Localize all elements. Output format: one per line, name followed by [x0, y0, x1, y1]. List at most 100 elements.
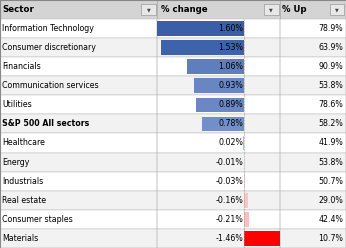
Bar [0, 95, 157, 114]
Bar [157, 19, 280, 38]
Text: Information Technology: Information Technology [2, 24, 94, 33]
Text: Sector: Sector [3, 5, 35, 14]
Bar [0, 76, 346, 95]
Bar [0, 95, 346, 114]
Bar [0, 191, 157, 210]
Bar [186, 59, 244, 74]
Text: 63.9%: 63.9% [318, 43, 343, 52]
Text: 0.78%: 0.78% [218, 119, 243, 128]
Bar [0, 0, 157, 19]
Bar [280, 0, 346, 19]
Text: 1.60%: 1.60% [218, 24, 243, 33]
Bar [157, 95, 280, 114]
Text: Healthcare: Healthcare [2, 138, 45, 148]
Bar [280, 95, 346, 114]
Text: -0.16%: -0.16% [215, 196, 243, 205]
Bar [157, 191, 280, 210]
Text: 0.02%: 0.02% [218, 138, 243, 148]
Text: 0.93%: 0.93% [218, 81, 243, 90]
Bar [280, 57, 346, 76]
Text: Consumer staples: Consumer staples [2, 215, 73, 224]
Bar [280, 172, 346, 191]
Text: Real estate: Real estate [2, 196, 46, 205]
Text: Energy: Energy [2, 157, 29, 167]
Bar [0, 114, 157, 133]
Bar [244, 193, 248, 208]
Bar [280, 191, 346, 210]
Bar [157, 172, 280, 191]
Bar [157, 0, 280, 19]
Bar [0, 153, 346, 172]
Text: 58.2%: 58.2% [318, 119, 343, 128]
Text: 0.89%: 0.89% [218, 100, 243, 109]
Text: ▼: ▼ [147, 7, 151, 12]
Text: Materials: Materials [2, 234, 38, 243]
Bar [280, 38, 346, 57]
Bar [157, 229, 280, 248]
Bar [0, 229, 346, 248]
Bar [0, 114, 346, 133]
Text: -0.01%: -0.01% [215, 157, 243, 167]
FancyBboxPatch shape [330, 4, 344, 15]
Bar [244, 174, 245, 188]
Text: 10.7%: 10.7% [318, 234, 343, 243]
Bar [157, 57, 280, 76]
Bar [202, 117, 244, 131]
Text: 78.9%: 78.9% [319, 24, 343, 33]
Text: 1.06%: 1.06% [218, 62, 243, 71]
Bar [243, 136, 244, 150]
Text: Industrials: Industrials [2, 177, 43, 186]
Bar [244, 231, 280, 246]
FancyBboxPatch shape [141, 4, 156, 15]
Bar [157, 153, 280, 172]
Bar [0, 76, 157, 95]
Text: -0.21%: -0.21% [215, 215, 243, 224]
FancyBboxPatch shape [264, 4, 279, 15]
Bar [0, 38, 157, 57]
Bar [0, 210, 346, 229]
Bar [0, 191, 346, 210]
Text: Communication services: Communication services [2, 81, 99, 90]
Bar [196, 97, 244, 112]
Bar [0, 57, 346, 76]
Text: % change: % change [161, 5, 208, 14]
Text: 50.7%: 50.7% [318, 177, 343, 186]
Bar [280, 210, 346, 229]
Bar [280, 133, 346, 153]
Bar [280, 76, 346, 95]
Bar [244, 212, 249, 227]
Text: 1.53%: 1.53% [218, 43, 243, 52]
Bar [157, 210, 280, 229]
Bar [157, 38, 280, 57]
Bar [280, 153, 346, 172]
Text: Utilities: Utilities [2, 100, 32, 109]
Text: 42.4%: 42.4% [318, 215, 343, 224]
Bar [194, 78, 244, 93]
Bar [157, 114, 280, 133]
Text: -1.46%: -1.46% [215, 234, 243, 243]
Bar [161, 40, 244, 55]
Text: 53.8%: 53.8% [318, 81, 343, 90]
Text: 90.9%: 90.9% [319, 62, 343, 71]
Text: 41.9%: 41.9% [318, 138, 343, 148]
Text: S&P 500 All sectors: S&P 500 All sectors [2, 119, 89, 128]
Bar [280, 19, 346, 38]
Bar [0, 210, 157, 229]
Bar [0, 153, 157, 172]
Text: -0.03%: -0.03% [215, 177, 243, 186]
Text: % Up: % Up [282, 5, 307, 14]
Bar [0, 172, 346, 191]
Bar [0, 19, 346, 38]
Text: 53.8%: 53.8% [318, 157, 343, 167]
Bar [0, 38, 346, 57]
Text: Financials: Financials [2, 62, 41, 71]
Bar [280, 114, 346, 133]
Bar [157, 133, 280, 153]
Text: ▼: ▼ [270, 7, 273, 12]
Text: 78.6%: 78.6% [318, 100, 343, 109]
Bar [157, 21, 244, 36]
Bar [0, 229, 157, 248]
Bar [280, 229, 346, 248]
Bar [0, 172, 157, 191]
Bar [0, 19, 157, 38]
